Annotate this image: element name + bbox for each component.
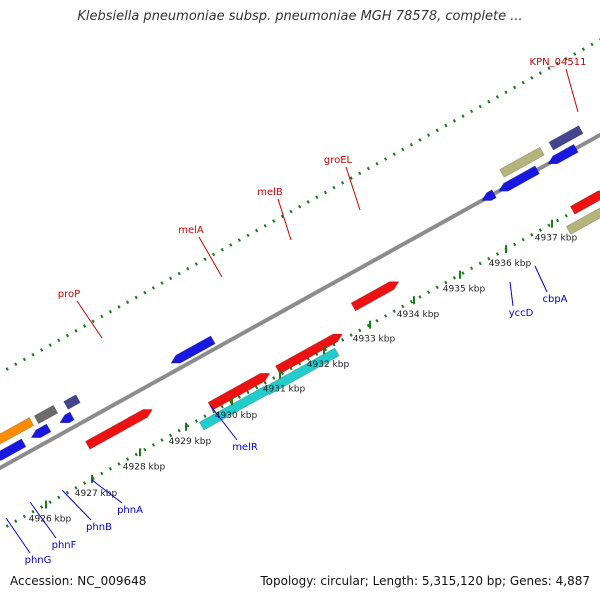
- gene-phnA[interactable]: [59, 411, 75, 424]
- gene-yccD-2[interactable]: [498, 165, 540, 192]
- gene-label-leader: [91, 479, 123, 504]
- gene-label-cbpA[interactable]: cbpA: [542, 294, 567, 305]
- gene-features: [0, 125, 600, 461]
- gene-label-phnB[interactable]: phnB: [86, 522, 112, 533]
- gene-label-phnA[interactable]: phnA: [117, 505, 143, 516]
- gene-phnB-cds[interactable]: [33, 404, 59, 425]
- scale-ticks: 4926 kbp 4927 kbp 4928 kbp 4929 kbp 4930 kbp…: [29, 219, 578, 524]
- outer-track-dots: [0, 37, 600, 376]
- scale-tick-label: 4930 kbp: [215, 411, 258, 421]
- gene-label-leader: [5, 517, 31, 554]
- scale-tick-label: 4927 kbp: [75, 489, 118, 499]
- topology-summary: Topology: circular; Length: 5,315,120 bp…: [260, 574, 590, 588]
- scale-tick-label: 4935 kbp: [443, 285, 486, 295]
- gene-phnF[interactable]: [0, 438, 27, 461]
- scale-tick-label: 4931 kbp: [263, 385, 306, 395]
- gene-label-yccD[interactable]: yccD: [509, 308, 534, 319]
- accession-text: Accession: NC_009648: [10, 574, 147, 588]
- gene-yccD[interactable]: [481, 189, 497, 201]
- gene-yccD-cds[interactable]: [499, 146, 545, 178]
- gene-phnB[interactable]: [30, 423, 52, 439]
- gene-label-leader: [198, 236, 223, 278]
- gene-label-phnF[interactable]: phnF: [52, 540, 77, 551]
- gene-KPN_04511-cds[interactable]: [565, 207, 600, 235]
- gene-KPN_04511[interactable]: [569, 190, 600, 215]
- gene-groEL[interactable]: [350, 281, 400, 312]
- gene-label-melB[interactable]: melB: [257, 187, 283, 198]
- gene-label-leader: [29, 501, 57, 539]
- gene-label-leader: [61, 489, 92, 521]
- gene-phnF-cds[interactable]: [0, 417, 35, 445]
- gene-label-groEL[interactable]: groEL: [324, 155, 353, 166]
- gene-phnA-cds[interactable]: [63, 394, 81, 410]
- gene-melB[interactable]: [275, 333, 343, 375]
- gene-melB-cds[interactable]: [264, 347, 340, 396]
- gene-melR[interactable]: [170, 335, 216, 364]
- gene-label-leader: [209, 404, 238, 441]
- map-title: Klebsiella pneumoniae subsp. pneumoniae …: [77, 9, 523, 24]
- scale-tick-label: 4932 kbp: [307, 360, 350, 370]
- gene-label-leader: [534, 265, 548, 293]
- scale-tick-label: 4929 kbp: [169, 437, 212, 447]
- scale-tick-label: 4936 kbp: [489, 259, 532, 269]
- gene-labels: proP melA melB groEL KPN_04511 melR phnA phnB ph…: [5, 57, 587, 566]
- scale-tick-label: 4926 kbp: [29, 514, 72, 524]
- gene-label-leader: [509, 281, 514, 307]
- gene-label-phnG[interactable]: phnG: [25, 555, 52, 566]
- gene-label-leader: [565, 68, 579, 113]
- gene-label-KPN_04511[interactable]: KPN_04511: [530, 57, 587, 68]
- gene-cbpA-cds[interactable]: [548, 125, 584, 151]
- scale-tick-label: 4937 kbp: [535, 234, 578, 244]
- scale-tick-label: 4934 kbp: [397, 310, 440, 320]
- gene-cbpA[interactable]: [547, 143, 579, 165]
- gene-label-melR[interactable]: melR: [232, 442, 258, 453]
- scale-tick-label: 4933 kbp: [353, 335, 396, 345]
- gene-melA-cds[interactable]: [199, 385, 269, 431]
- gene-label-proP[interactable]: proP: [58, 289, 80, 300]
- inner-track-dots: [0, 194, 600, 533]
- gene-label-leader: [76, 300, 103, 339]
- gene-melA[interactable]: [207, 372, 271, 411]
- scale-tick-label: 4928 kbp: [123, 462, 166, 472]
- gene-label-melA[interactable]: melA: [178, 225, 204, 236]
- gene-proP[interactable]: [85, 409, 153, 450]
- gene-label-leader: [345, 166, 361, 211]
- gene-label-leader: [277, 198, 292, 241]
